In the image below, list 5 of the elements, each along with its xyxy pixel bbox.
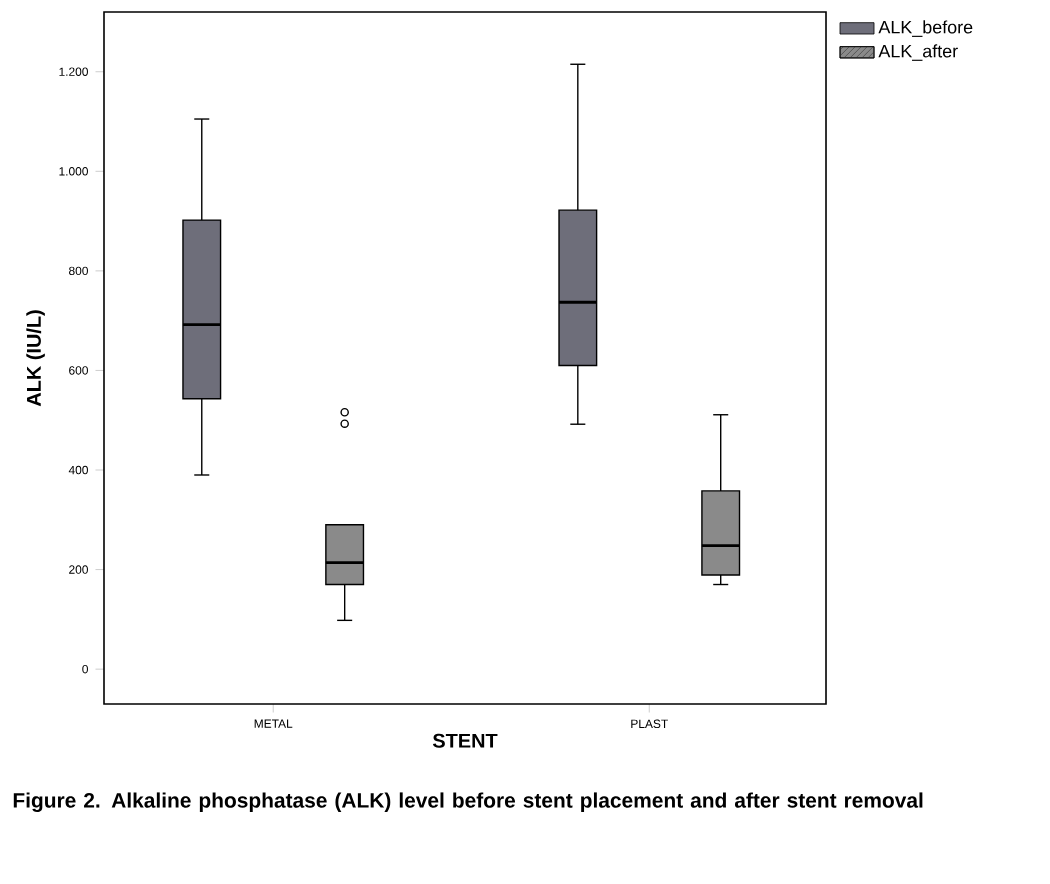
x-axis-title: STENT <box>432 733 498 748</box>
legend-label: ALK_after <box>878 44 958 61</box>
caption: Figure 2. Alkaline phosphatase (ALK) level before stent placement and after stent removal <box>13 792 923 812</box>
legend-label: ALK_before <box>878 20 973 37</box>
y-axis-title: ALK (IU/L) <box>26 310 45 407</box>
